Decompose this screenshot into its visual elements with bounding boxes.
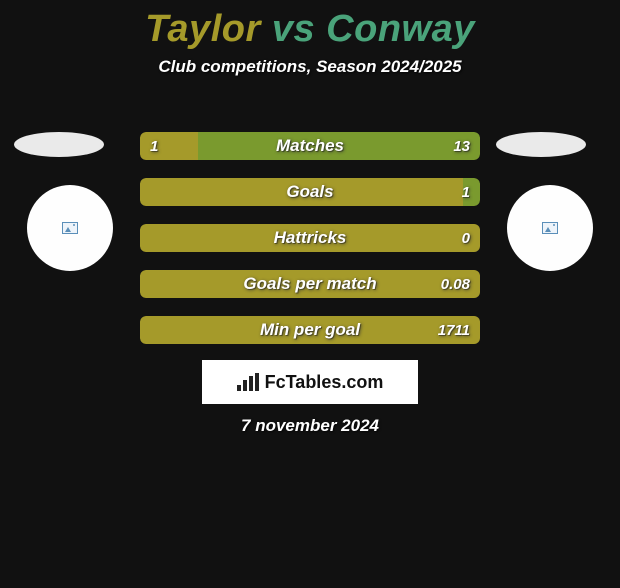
title-vs: vs: [272, 8, 315, 50]
stat-row: Hattricks0: [140, 224, 480, 252]
page-title: Taylor vs Conway: [0, 8, 620, 51]
logo: FcTables.com: [202, 360, 418, 404]
comparison-bars: Matches113 Goals1 Hattricks0 Goals per matc…: [140, 132, 480, 362]
bar-left-segment: [140, 316, 480, 344]
date-text: 7 november 2024: [0, 416, 620, 436]
bar-left-segment: [140, 224, 480, 252]
stat-row: Goals per match0.08: [140, 270, 480, 298]
stat-row: Min per goal1711: [140, 316, 480, 344]
title-player2: Conway: [326, 8, 475, 50]
logo-text: FcTables.com: [265, 372, 384, 393]
bar-left-segment: [140, 270, 480, 298]
image-placeholder-icon: [542, 222, 558, 234]
bar-left-segment: [140, 178, 463, 206]
title-player1: Taylor: [145, 8, 261, 50]
bar-left-segment: [140, 132, 198, 160]
bar-right-segment: [198, 132, 480, 160]
avatar-big-left: [27, 185, 113, 271]
image-placeholder-icon: [62, 222, 78, 234]
avatar-small-right: [496, 132, 586, 157]
avatar-small-left: [14, 132, 104, 157]
bar-right-segment: [463, 178, 480, 206]
stat-row: Goals1: [140, 178, 480, 206]
stat-row: Matches113: [140, 132, 480, 160]
subtitle: Club competitions, Season 2024/2025: [0, 57, 620, 77]
bar-chart-icon: [237, 373, 259, 391]
avatar-big-right: [507, 185, 593, 271]
